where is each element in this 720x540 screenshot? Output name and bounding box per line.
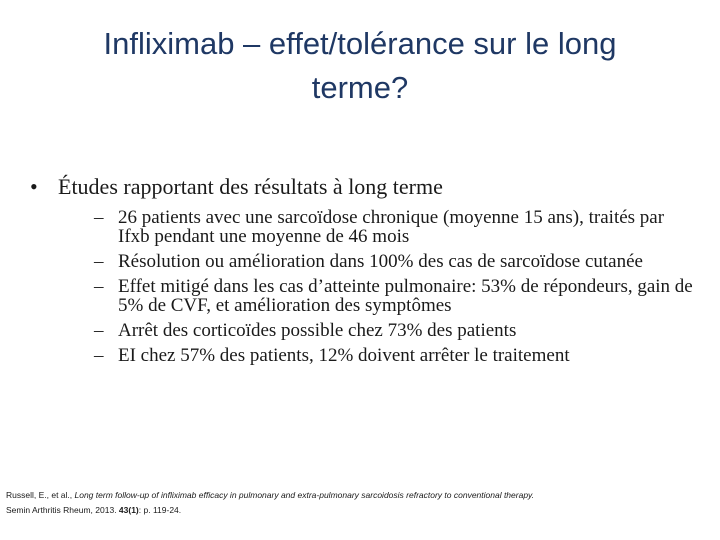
reference-citation: Russell, E., et al., Long term follow-up…: [6, 488, 706, 518]
reference-authors: Russell, E., et al.,: [6, 490, 75, 500]
title-line-2: terme?: [311, 70, 409, 105]
sub-bullet-text: EI chez 57% des patients, 12% doivent ar…: [118, 345, 570, 366]
dash-icon: –: [94, 207, 104, 228]
reference-pages: : p. 119-24.: [138, 505, 182, 515]
sub-bullet-list: – 26 patients avec une sarcoïdose chroni…: [30, 208, 700, 365]
dash-icon: –: [94, 276, 104, 297]
reference-volume: 43(1): [118, 505, 139, 515]
dash-icon: –: [94, 320, 104, 341]
main-bullet: • Études rapportant des résultats à long…: [30, 172, 700, 202]
sub-bullet-item: – EI chez 57% des patients, 12% doivent …: [94, 346, 700, 365]
main-bullet-text: Études rapportant des résultats à long t…: [58, 174, 443, 199]
sub-bullet-text: Arrêt des corticoïdes possible chez 73% …: [118, 320, 517, 341]
sub-bullet-text: Résolution ou amélioration dans 100% des…: [118, 251, 643, 272]
dash-icon: –: [94, 251, 104, 272]
bullet-dot-icon: •: [30, 174, 38, 199]
sub-bullet-item: – 26 patients avec une sarcoïdose chroni…: [94, 208, 700, 246]
reference-journal: Semin Arthritis Rheum, 2013.: [6, 505, 119, 515]
sub-bullet-text: Effet mitigé dans les cas d’atteinte pul…: [118, 276, 693, 316]
sub-bullet-item: – Effet mitigé dans les cas d’atteinte p…: [94, 277, 700, 315]
dash-icon: –: [94, 345, 104, 366]
sub-bullet-text: 26 patients avec une sarcoïdose chroniqu…: [118, 207, 665, 247]
title-line-1: Infliximab – effet/tolérance sur le long: [103, 26, 617, 61]
sub-bullet-item: – Résolution ou amélioration dans 100% d…: [94, 252, 700, 271]
slide-title: Infliximab – effet/tolérance sur le long…: [0, 22, 720, 110]
bullet-list: • Études rapportant des résultats à long…: [30, 172, 700, 365]
reference-article-title: Long term follow-up of infliximab effica…: [74, 490, 535, 500]
sub-bullet-item: – Arrêt des corticoïdes possible chez 73…: [94, 321, 700, 340]
